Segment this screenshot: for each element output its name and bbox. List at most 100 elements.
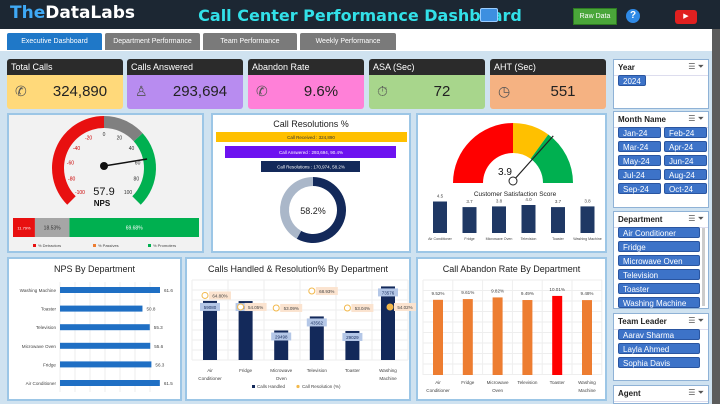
label: 29498 bbox=[275, 335, 288, 340]
help-icon[interactable]: ? bbox=[626, 9, 640, 23]
slicer-item-team-leader[interactable]: Layla Ahmed bbox=[618, 343, 700, 354]
slicer-item-department[interactable]: Television bbox=[618, 269, 700, 280]
phone-missed-icon: ✆ bbox=[256, 83, 268, 99]
data-label-bg bbox=[351, 304, 374, 313]
slicer-item-month[interactable]: Jun-24 bbox=[664, 155, 707, 166]
gauge-passive-arc bbox=[104, 116, 143, 142]
csat-category-label: Washing Machine bbox=[573, 237, 601, 241]
data-label-bg bbox=[280, 303, 303, 312]
gauge-tick-label: -40 bbox=[73, 146, 80, 152]
gauge-tick-label: -80 bbox=[68, 177, 75, 183]
abandon-bar bbox=[433, 299, 443, 375]
nps-dept-bar bbox=[60, 287, 160, 293]
abandon-rate-panel: Call Abandon Rate By Department bbox=[416, 257, 607, 401]
clear-filter-icon[interactable]: ☰ ⏷ bbox=[688, 316, 704, 325]
category-label: Washing bbox=[578, 380, 596, 385]
label: 4.5 bbox=[437, 194, 444, 199]
gauge-tick-label: 100 bbox=[124, 190, 133, 196]
clear-filter-icon[interactable]: ☰ ⏷ bbox=[688, 214, 704, 223]
dashboard-icon bbox=[480, 8, 498, 22]
raw-data-button[interactable]: Raw Data bbox=[573, 8, 617, 25]
youtube-play-icon[interactable]: ▶ bbox=[675, 10, 697, 24]
slicer-item-month[interactable]: Aug-24 bbox=[664, 169, 707, 180]
slicer-item-department[interactable]: Microwave Oven bbox=[618, 255, 700, 266]
csat-bar bbox=[462, 207, 477, 233]
slicer-item-month[interactable]: Mar-24 bbox=[618, 141, 661, 152]
label: 10.01% bbox=[549, 287, 565, 292]
nps-label: NPS bbox=[94, 199, 111, 208]
csat-category-label: Microwave Oven bbox=[486, 237, 513, 241]
calls-handled-bar bbox=[238, 301, 253, 360]
kpi-value: 293,694 bbox=[172, 83, 228, 100]
slicer-scrollbar[interactable] bbox=[702, 228, 705, 306]
label: 9.48% bbox=[580, 291, 593, 296]
legend-label: % Promoters bbox=[153, 243, 176, 248]
label: 53.04% bbox=[355, 306, 370, 311]
resolution-point bbox=[272, 304, 280, 312]
gauge-tick-label: 20 bbox=[117, 136, 123, 142]
data-label-bg bbox=[315, 287, 338, 296]
data-label: 61.5 bbox=[164, 381, 173, 386]
slicer-item-department[interactable]: Air Conditioner bbox=[618, 227, 700, 238]
nps-by-department-panel: NPS By Department bbox=[7, 257, 182, 401]
label: 4.0 bbox=[525, 197, 532, 202]
legend-swatch bbox=[252, 385, 255, 388]
clear-filter-icon[interactable]: ☰ ⏷ bbox=[688, 62, 704, 71]
kpi-label: ASA (Sec) bbox=[369, 59, 485, 75]
funnel-answered bbox=[225, 146, 396, 158]
gauge-tick-label: 60 bbox=[135, 161, 141, 167]
donut-label: 58.2% bbox=[300, 206, 326, 216]
label: 3.7 bbox=[466, 199, 473, 204]
legend-swatch bbox=[148, 244, 151, 247]
nps-breakdown-segment bbox=[13, 218, 35, 237]
tab-team-performance[interactable]: Team Performance bbox=[203, 33, 297, 50]
label: 53.09% bbox=[284, 306, 299, 311]
gauge-detractor-arc bbox=[52, 116, 104, 205]
slicer-item-month[interactable]: Oct-24 bbox=[664, 183, 707, 194]
nps-value: 57.9 bbox=[93, 186, 114, 198]
slicer-item-team-leader[interactable]: Sophia Davis bbox=[618, 357, 700, 368]
data-label-bg bbox=[306, 318, 327, 327]
tab-weekly-performance[interactable]: Weekly Performance bbox=[300, 33, 396, 50]
abandon-bar bbox=[582, 300, 592, 375]
slicer-item-department[interactable]: Toaster bbox=[618, 283, 700, 294]
nps-dept-bar bbox=[60, 342, 151, 349]
category-label: Toaster bbox=[41, 307, 57, 312]
slicer-item-department[interactable]: Fridge bbox=[618, 241, 700, 252]
gauge-needle bbox=[103, 158, 148, 167]
category-label: Washing bbox=[379, 368, 397, 373]
slicer-item-2024[interactable]: 2024 bbox=[618, 75, 646, 86]
nps-breakdown-label: 18.53% bbox=[44, 226, 62, 232]
category-label: Air bbox=[207, 368, 213, 373]
slicer-item-department[interactable]: Washing Machine bbox=[618, 297, 700, 308]
slicer-item-month[interactable]: Apr-24 bbox=[664, 141, 707, 152]
category-label: Conditioner bbox=[198, 376, 222, 381]
donut-remaining-arc bbox=[279, 177, 313, 239]
label: Call Received : 324,890 bbox=[287, 135, 335, 140]
tab-department-performance[interactable]: Department Performance bbox=[105, 33, 200, 50]
resolution-point bbox=[201, 291, 209, 299]
category-label: Microwave bbox=[270, 368, 292, 373]
label: 9.52% bbox=[431, 291, 444, 296]
category-label: Television bbox=[517, 380, 538, 385]
donut-resolved-arc bbox=[296, 177, 346, 243]
abandon-bar bbox=[552, 295, 563, 375]
kpi-value: 324,890 bbox=[52, 83, 108, 100]
clear-filter-icon[interactable]: ☰ ⏷ bbox=[688, 388, 704, 397]
label: 3.7 bbox=[555, 199, 562, 204]
slicer-item-team-leader[interactable]: Aarav Sharma bbox=[618, 329, 700, 340]
nps-breakdown-label: 11.79% bbox=[17, 226, 31, 231]
slicer-item-month[interactable]: Jul-24 bbox=[618, 169, 661, 180]
funnel-received bbox=[216, 132, 407, 142]
kpi-value: 9.6% bbox=[303, 83, 339, 100]
slicer-item-month[interactable]: Sep-24 bbox=[618, 183, 661, 194]
stopwatch-icon: ⏱ bbox=[377, 83, 388, 99]
slicer-item-month[interactable]: May-24 bbox=[618, 155, 661, 166]
label: 43562 bbox=[311, 320, 324, 325]
slicer-item-month[interactable]: Feb-24 bbox=[664, 127, 707, 138]
tab-executive-dashboard[interactable]: Executive Dashboard bbox=[7, 33, 102, 50]
slicer-item-month[interactable]: Jan-24 bbox=[618, 127, 661, 138]
gauge-tick-label: 80 bbox=[134, 177, 140, 183]
category-label: Toaster bbox=[345, 368, 361, 373]
clear-filter-icon[interactable]: ☰ ⏷ bbox=[688, 114, 704, 123]
